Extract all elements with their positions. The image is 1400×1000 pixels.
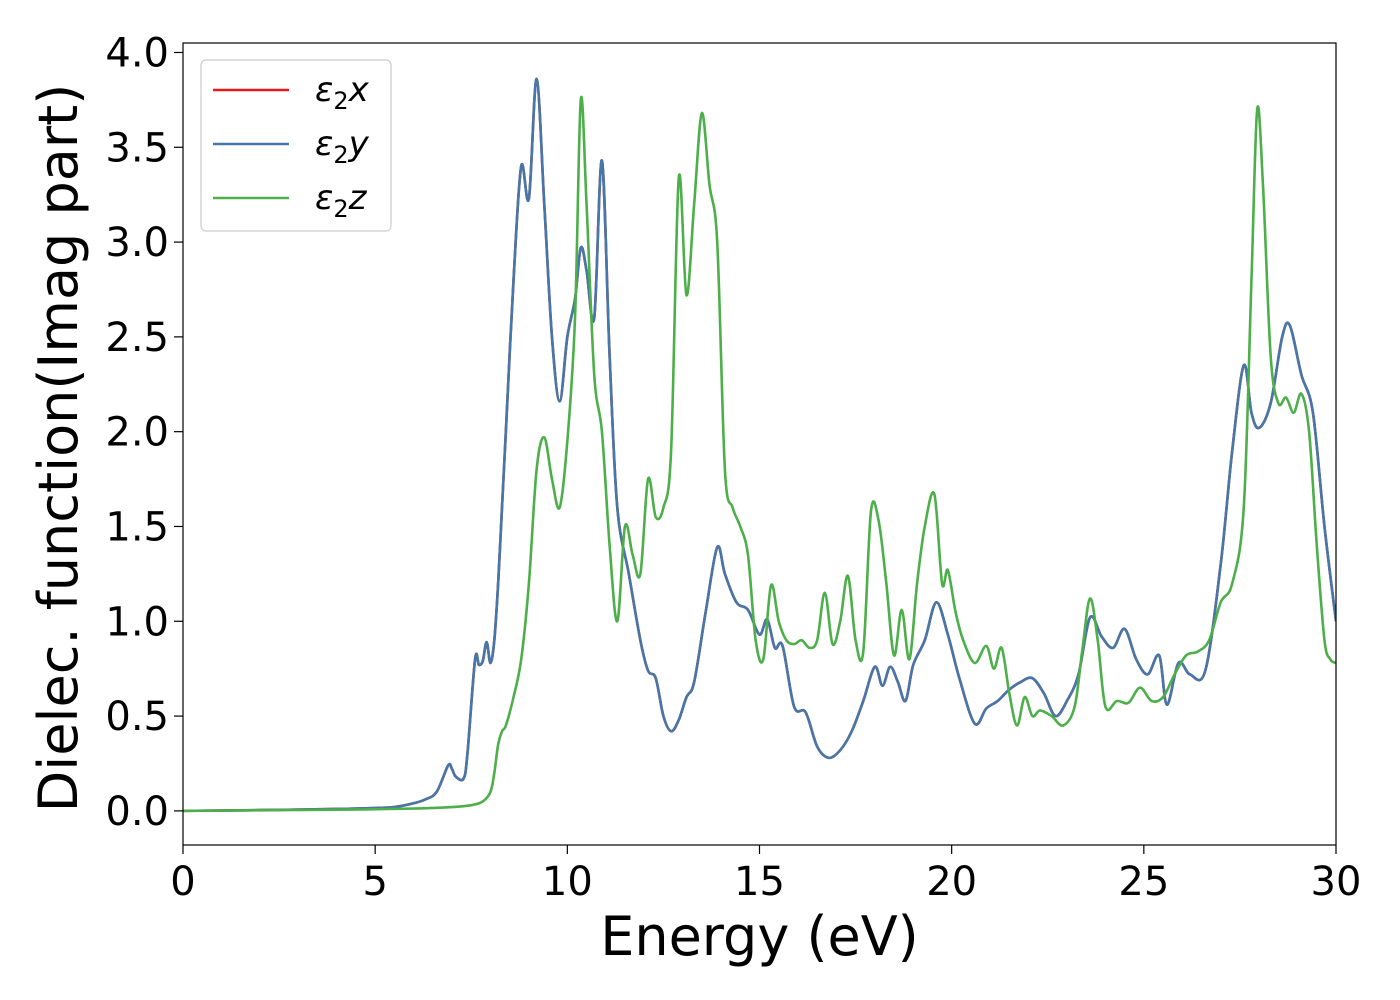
y-tick-label: 0.0 (105, 789, 169, 835)
y-axis-ticks: 0.0 0.5 1.0 1.5 2.0 2.5 3.0 3.5 4.0 (105, 30, 183, 835)
series-line-z (183, 95, 1336, 813)
x-tick-label: 30 (1311, 859, 1362, 905)
x-tick-label: 15 (734, 859, 785, 905)
x-tick-label: 0 (170, 859, 195, 905)
y-tick-label: 2.0 (105, 410, 169, 456)
y-tick-label: 1.5 (105, 504, 169, 550)
legend-entry-z: ε2z (315, 178, 368, 223)
y-tick-label: 2.5 (105, 315, 169, 361)
y-tick-label: 1.0 (105, 599, 169, 645)
x-tick-label: 20 (926, 859, 977, 905)
x-axis-ticks: 0 5 10 15 20 25 30 (170, 845, 1361, 905)
legend-box (200, 59, 392, 232)
x-axis-label: Energy (eV) (600, 905, 919, 968)
series-line-y (183, 77, 1336, 813)
legend-entry-y: ε2y (315, 124, 370, 169)
y-axis-label: Dielec. function(Imag part) (27, 84, 90, 813)
y-tick-label: 4.0 (105, 30, 169, 76)
y-tick-label: 3.5 (105, 125, 169, 171)
x-tick-label: 5 (362, 859, 387, 905)
y-tick-label: 3.0 (105, 220, 169, 266)
x-tick-label: 10 (542, 859, 593, 905)
legend-entry-x: ε2x (315, 70, 370, 115)
series-layer (183, 77, 1336, 813)
y-tick-label: 0.5 (105, 694, 169, 740)
legend: ε2x ε2y ε2z (200, 59, 392, 232)
x-tick-label: 25 (1118, 859, 1169, 905)
